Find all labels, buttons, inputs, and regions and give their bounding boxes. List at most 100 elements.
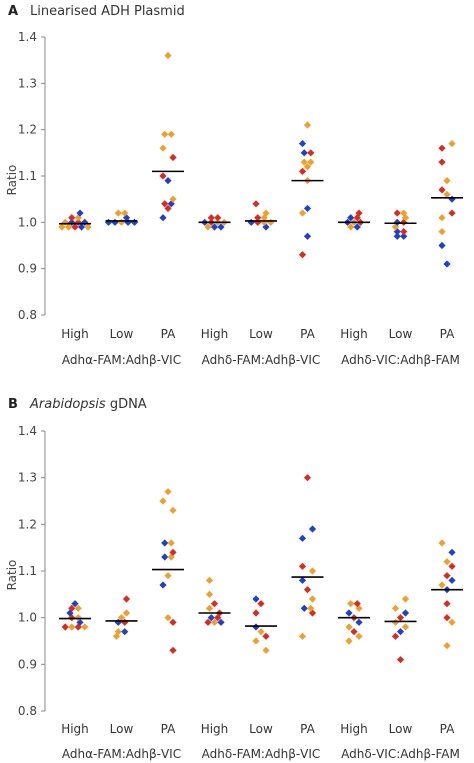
- data-point: [252, 637, 260, 645]
- data-point: [66, 609, 74, 617]
- data-point: [104, 218, 113, 226]
- panel-title: Linearised ADH Plasmid: [30, 4, 185, 19]
- data-point: [443, 260, 451, 268]
- data-point: [159, 497, 167, 505]
- data-point: [122, 595, 131, 603]
- group-label: Adhδ-VIC:Adhβ-FAM: [341, 353, 460, 367]
- category-label: High: [201, 327, 229, 341]
- data-point: [448, 139, 456, 148]
- y-tick-label: 1.1: [18, 564, 37, 578]
- y-tick-label: 0.9: [18, 657, 37, 671]
- data-point: [74, 604, 82, 612]
- data-point: [401, 595, 410, 603]
- y-tick-label: 0.8: [18, 308, 37, 322]
- data-point: [164, 204, 172, 213]
- data-point: [204, 223, 212, 231]
- y-tick-label: 1.2: [18, 517, 37, 531]
- data-point: [247, 218, 255, 226]
- data-point: [307, 604, 315, 612]
- data-point: [300, 604, 308, 612]
- category-label: High: [340, 327, 368, 341]
- data-point: [396, 614, 405, 622]
- data-point: [393, 218, 401, 226]
- data-point: [68, 218, 76, 226]
- data-point: [350, 628, 358, 636]
- data-point: [262, 632, 270, 640]
- data-point: [254, 214, 262, 222]
- category-label: High: [61, 722, 89, 736]
- data-point: [159, 172, 167, 180]
- data-point: [205, 604, 214, 612]
- data-point: [214, 214, 222, 222]
- data-point: [303, 586, 312, 594]
- data-point: [252, 623, 260, 631]
- data-point: [167, 539, 175, 547]
- data-point: [443, 600, 451, 608]
- data-point: [68, 214, 76, 222]
- data-point: [448, 576, 456, 584]
- y-axis-label: Ratio: [5, 165, 19, 196]
- data-point: [121, 628, 129, 636]
- y-axis-label: Ratio: [5, 560, 19, 591]
- data-point: [210, 618, 219, 626]
- data-point: [347, 223, 355, 231]
- data-point: [217, 618, 225, 626]
- data-point: [307, 158, 315, 166]
- data-point: [164, 51, 172, 60]
- data-point: [401, 623, 410, 631]
- data-point: [298, 139, 307, 148]
- data-point: [117, 614, 126, 622]
- data-point: [298, 534, 307, 542]
- data-point: [443, 572, 451, 580]
- data-point: [438, 186, 446, 194]
- data-point: [205, 590, 214, 598]
- data-point: [117, 218, 126, 226]
- y-tick-label: 0.9: [18, 262, 37, 276]
- panel-title: Arabidopsis gDNA: [29, 397, 147, 412]
- category-label: PA: [440, 327, 455, 341]
- data-point: [64, 223, 73, 231]
- y-tick-label: 1.1: [18, 169, 37, 183]
- data-point: [353, 223, 361, 231]
- data-point: [438, 228, 446, 236]
- data-point: [159, 144, 167, 152]
- category-label: Low: [389, 327, 413, 341]
- y-tick-label: 1.0: [18, 215, 37, 229]
- data-point: [76, 618, 84, 626]
- data-point: [74, 218, 82, 226]
- data-point: [448, 548, 456, 556]
- data-point: [207, 614, 215, 622]
- data-point: [74, 623, 82, 631]
- data-point: [345, 637, 353, 645]
- data-point: [300, 149, 308, 157]
- panel-title-text: Linearised ADH Plasmid: [30, 4, 185, 19]
- data-point: [400, 228, 408, 236]
- data-point: [161, 130, 169, 138]
- category-label: Low: [389, 722, 413, 736]
- data-point: [114, 209, 122, 217]
- data-point: [257, 628, 265, 636]
- data-point: [355, 209, 363, 217]
- category-label: Low: [110, 327, 134, 341]
- data-point: [114, 628, 122, 636]
- data-point: [298, 251, 307, 259]
- data-point: [161, 553, 169, 561]
- y-tick-label: 1.2: [18, 123, 37, 137]
- data-point: [112, 632, 121, 640]
- data-point: [443, 558, 451, 566]
- data-point: [400, 232, 408, 240]
- data-point: [345, 609, 353, 617]
- data-point: [205, 576, 214, 584]
- data-point: [81, 623, 89, 631]
- data-point: [122, 609, 131, 617]
- data-point: [164, 177, 172, 185]
- data-point: [169, 195, 177, 203]
- category-label: High: [61, 327, 89, 341]
- data-point: [443, 642, 451, 650]
- data-point: [161, 200, 169, 208]
- data-point: [111, 218, 119, 226]
- data-point: [438, 539, 446, 547]
- data-point: [76, 209, 84, 217]
- data-point: [77, 223, 86, 231]
- panel-title-italic: Arabidopsis: [29, 397, 106, 412]
